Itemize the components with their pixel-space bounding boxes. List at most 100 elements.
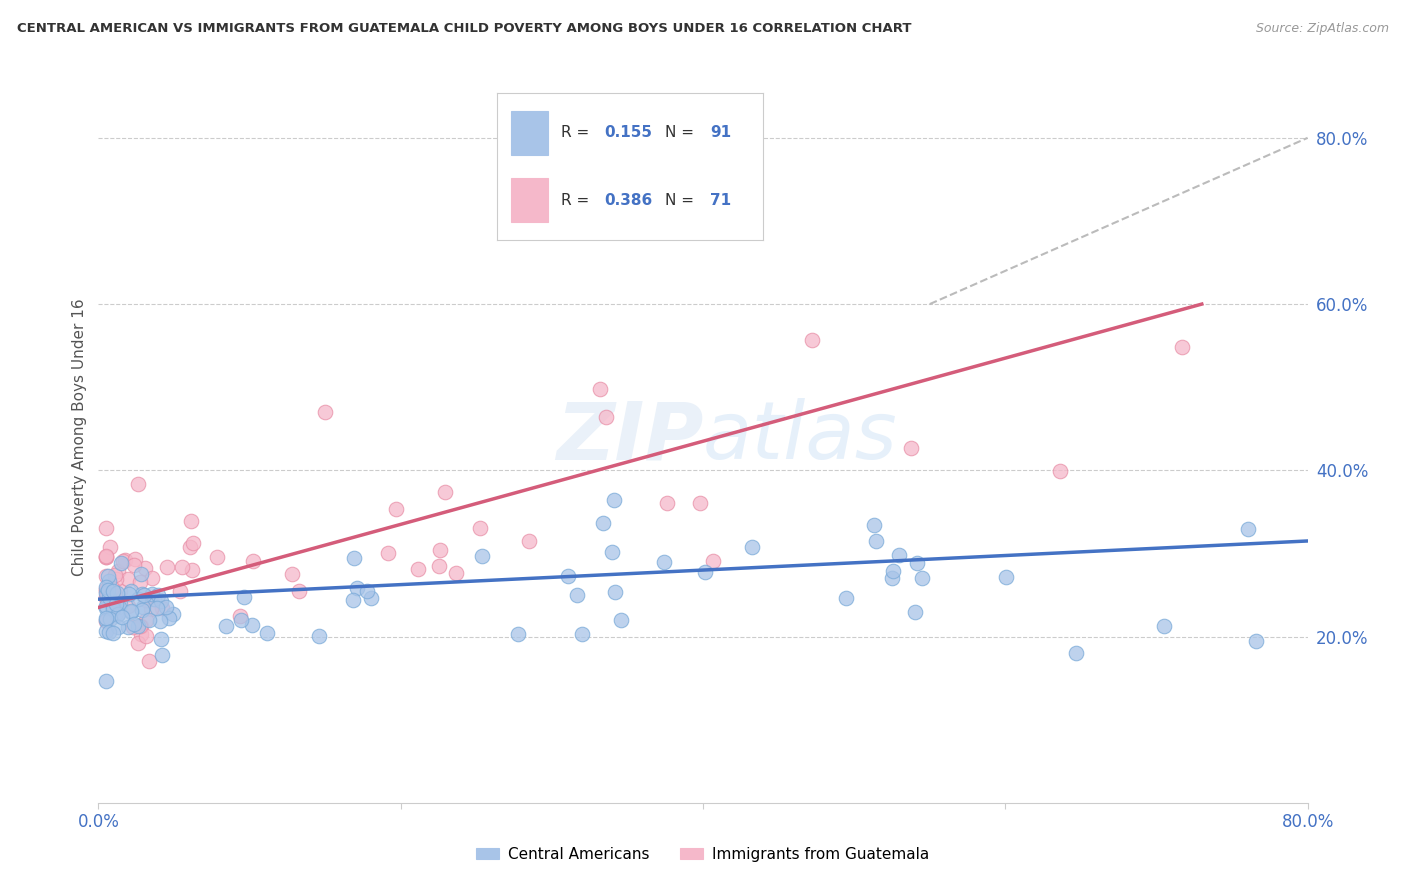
Point <box>94 613 117 627</box>
Point <box>427 558 450 573</box>
Point <box>1171 340 1194 354</box>
Text: Source: ZipAtlas.com: Source: ZipAtlas.com <box>1256 22 1389 36</box>
Point <box>128 619 150 633</box>
Point <box>129 626 152 640</box>
Point <box>1049 464 1071 478</box>
Point <box>179 541 201 555</box>
Point <box>887 549 910 563</box>
Point <box>654 555 676 569</box>
Point <box>169 583 191 598</box>
Point <box>232 590 254 604</box>
Point <box>110 598 132 612</box>
Point <box>146 588 169 602</box>
Point <box>229 613 252 627</box>
Point <box>129 574 152 589</box>
Point <box>94 549 117 564</box>
Point <box>127 636 149 650</box>
Point <box>101 626 124 640</box>
Point <box>132 588 155 602</box>
Point <box>117 572 139 586</box>
Point <box>242 554 264 568</box>
Point <box>155 600 177 615</box>
Point <box>228 609 250 624</box>
Point <box>127 592 149 607</box>
Point <box>124 552 146 566</box>
Point <box>610 613 633 627</box>
Point <box>117 599 139 613</box>
Point <box>288 584 311 599</box>
Point <box>94 586 117 600</box>
Point <box>360 591 382 606</box>
Point <box>138 613 160 627</box>
Point <box>468 521 491 535</box>
Point <box>117 586 139 600</box>
Point <box>281 566 304 581</box>
Point <box>342 593 364 607</box>
Point <box>215 619 238 633</box>
Point <box>565 588 588 602</box>
Point <box>96 590 118 604</box>
Point <box>134 560 156 574</box>
Point <box>111 554 134 568</box>
Point <box>120 605 142 619</box>
Point <box>603 493 626 508</box>
Point <box>131 587 153 601</box>
Point <box>105 598 128 612</box>
Point <box>107 600 129 615</box>
Point <box>94 583 117 598</box>
Point <box>157 611 180 625</box>
Point <box>557 569 579 583</box>
Point <box>97 591 120 605</box>
Point <box>180 563 202 577</box>
Point <box>114 553 136 567</box>
Point <box>104 568 127 582</box>
Point <box>94 599 117 613</box>
Point <box>905 557 928 571</box>
Point <box>141 587 163 601</box>
Point <box>94 624 117 639</box>
Point <box>508 627 530 641</box>
Point <box>346 581 368 595</box>
Text: CENTRAL AMERICAN VS IMMIGRANTS FROM GUATEMALA CHILD POVERTY AMONG BOYS UNDER 16 : CENTRAL AMERICAN VS IMMIGRANTS FROM GUAT… <box>17 22 911 36</box>
Point <box>97 569 120 583</box>
Point <box>595 409 617 424</box>
Point <box>702 554 724 568</box>
Text: atlas: atlas <box>703 398 898 476</box>
Point <box>994 570 1017 584</box>
Point <box>150 648 173 662</box>
Point <box>314 405 336 419</box>
Point <box>94 549 117 563</box>
Point <box>471 549 494 564</box>
Point <box>589 382 612 396</box>
Point <box>571 627 593 641</box>
Y-axis label: Child Poverty Among Boys Under 16: Child Poverty Among Boys Under 16 <box>72 298 87 576</box>
Point <box>180 514 202 528</box>
Point <box>1244 634 1267 648</box>
Point <box>97 583 120 598</box>
Point <box>127 477 149 491</box>
Point <box>120 583 142 598</box>
Point <box>104 597 127 611</box>
Point <box>101 601 124 615</box>
Point <box>904 605 927 619</box>
Point <box>835 591 858 605</box>
Point <box>152 601 174 615</box>
Legend: Central Americans, Immigrants from Guatemala: Central Americans, Immigrants from Guate… <box>470 841 936 868</box>
Point <box>94 591 117 606</box>
Point <box>911 571 934 585</box>
Point <box>863 518 886 533</box>
Point <box>150 594 173 608</box>
Point <box>94 582 117 596</box>
Point <box>880 571 903 585</box>
Point <box>94 600 117 615</box>
Text: ZIP: ZIP <box>555 398 703 476</box>
Point <box>865 533 887 548</box>
Point <box>1237 523 1260 537</box>
Point <box>882 564 904 578</box>
Point <box>444 566 467 580</box>
Point <box>205 549 228 564</box>
Point <box>150 632 173 646</box>
Point <box>517 534 540 549</box>
Point <box>162 607 184 621</box>
Point <box>103 583 125 598</box>
